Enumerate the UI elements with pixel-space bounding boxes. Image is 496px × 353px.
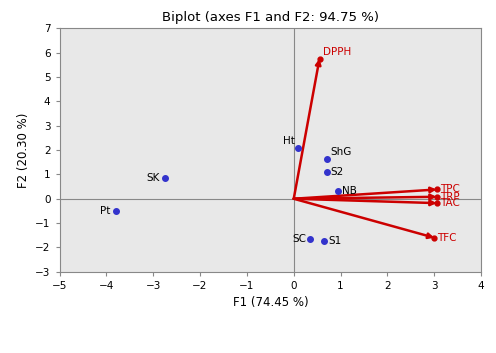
Text: TAC: TAC — [440, 198, 460, 208]
Text: S2: S2 — [330, 167, 344, 177]
Text: ShG: ShG — [330, 146, 352, 157]
Title: Biplot (axes F1 and F2: 94.75 %): Biplot (axes F1 and F2: 94.75 %) — [162, 11, 379, 24]
X-axis label: F1 (74.45 %): F1 (74.45 %) — [233, 297, 308, 309]
Text: SK: SK — [146, 173, 159, 183]
Text: TFC: TFC — [437, 233, 457, 243]
Text: Ht: Ht — [283, 136, 295, 146]
Text: NB: NB — [342, 186, 357, 196]
Text: TPC: TPC — [440, 185, 460, 195]
Text: S1: S1 — [328, 237, 341, 246]
Text: TRP: TRP — [440, 192, 459, 202]
Text: DPPH: DPPH — [323, 47, 352, 58]
Y-axis label: F2 (20.30 %): F2 (20.30 %) — [16, 112, 30, 188]
Text: Pt: Pt — [100, 206, 110, 216]
Text: SC: SC — [292, 234, 307, 244]
